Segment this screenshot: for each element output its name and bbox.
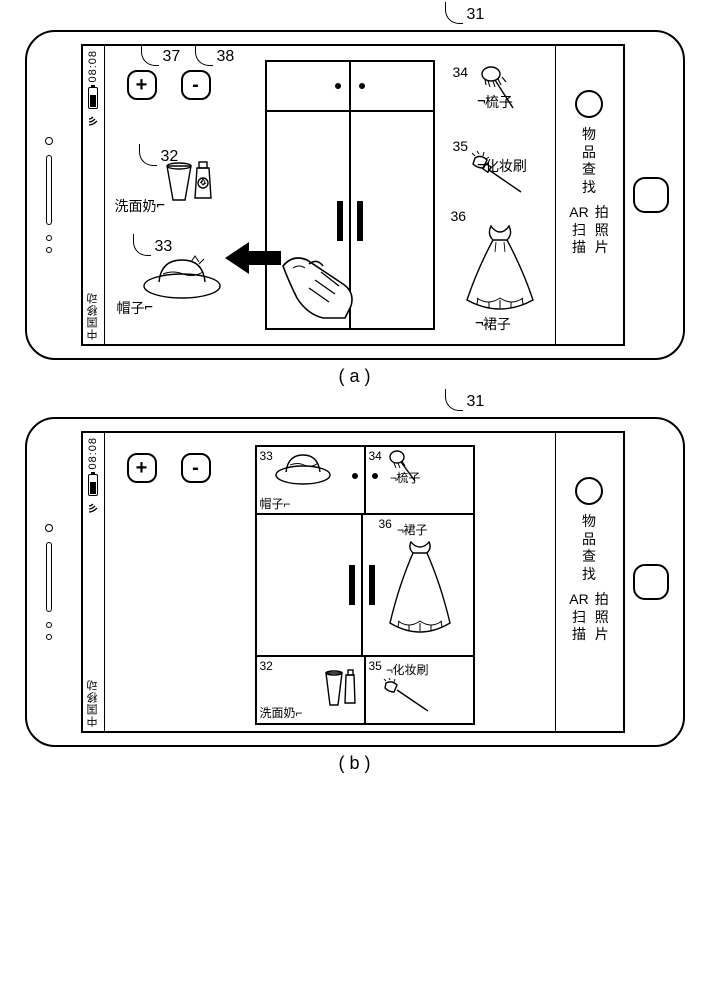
camera-ring-icon-a[interactable] bbox=[575, 90, 603, 118]
dress-label-a: ⌐裙子 bbox=[475, 314, 511, 334]
brush-label-a: ⌐化妆刷 bbox=[477, 156, 527, 176]
sidebar-ar-scan-b[interactable]: AR 扫 描 bbox=[569, 591, 588, 644]
ref-35-b: 35 bbox=[369, 659, 382, 673]
ref-32-b: 32 bbox=[260, 659, 273, 673]
wardrobe-b[interactable]: 33 帽子⌐ bbox=[255, 445, 475, 725]
sidebar-item-search-a[interactable]: 物 品 查 找 bbox=[582, 126, 596, 196]
zoom-out-button-a[interactable]: - bbox=[181, 70, 211, 100]
status-carrier-b: 中国移动 bbox=[85, 679, 101, 727]
camera-ring-icon-b[interactable] bbox=[575, 477, 603, 505]
phone-earpiece-b bbox=[45, 524, 53, 640]
brush-label-b: ⌐化妆刷 bbox=[386, 661, 429, 678]
ref-38: 38 bbox=[217, 48, 235, 66]
minus-icon-b: - bbox=[192, 458, 199, 478]
ref-31-b: 31 bbox=[467, 393, 485, 411]
zoom-in-button-b[interactable]: + bbox=[127, 453, 157, 483]
sidebar-take-photo-b[interactable]: 拍 照 片 bbox=[595, 591, 609, 644]
hat-icon-b bbox=[274, 449, 332, 487]
comb-label-b: ⌐梳子 bbox=[390, 469, 421, 486]
face-cleanser-icon bbox=[161, 156, 217, 204]
screen-b: 08:08 中国移动 + - bbox=[81, 431, 625, 733]
sidebar-item-search-b[interactable]: 物 品 查 找 bbox=[582, 513, 596, 583]
ref-36-b: 36 bbox=[379, 517, 392, 531]
ref-31-a: 31 bbox=[467, 6, 485, 24]
phone-shell-a: 08:08 中国移动 37 38 + bbox=[25, 30, 685, 360]
ref-37: 37 bbox=[163, 48, 181, 66]
wardrobe-knob2 bbox=[372, 473, 378, 479]
screen-a: 08:08 中国移动 37 38 + bbox=[81, 44, 625, 346]
dress-icon-b bbox=[381, 537, 459, 647]
hat-label-a: 帽子⌐ bbox=[117, 298, 153, 318]
status-bar-b: 08:08 中国移动 bbox=[83, 433, 105, 731]
dress-label-b: ⌐裙子 bbox=[397, 521, 428, 538]
ref-33-b: 33 bbox=[260, 449, 273, 463]
signal-icon bbox=[87, 113, 99, 127]
phone-home-button-b bbox=[633, 564, 669, 600]
dress-item-a[interactable] bbox=[457, 220, 543, 319]
dress-icon bbox=[457, 220, 543, 316]
status-bar-a: 08:08 中国移动 bbox=[83, 46, 105, 344]
status-time-b: 08:08 bbox=[87, 437, 99, 470]
panel-a: 31 08:08 中国移动 bbox=[25, 30, 685, 360]
hat-label-b: 帽子⌐ bbox=[260, 495, 291, 512]
sidebar-a: 物 品 查 找 AR 扫 描 拍 照 片 bbox=[555, 46, 623, 344]
face-cleanser-label-a: 洗面奶⌐ bbox=[115, 196, 165, 216]
panel-b: 31 08:08 中国移动 + bbox=[25, 417, 685, 747]
battery-icon-b bbox=[88, 474, 98, 496]
status-time-a: 08:08 bbox=[87, 50, 99, 83]
phone-home-button-a bbox=[633, 177, 669, 213]
signal-icon-b bbox=[87, 500, 99, 514]
phone-shell-b: 08:08 中国移动 + - bbox=[25, 417, 685, 747]
brush-icon-b bbox=[380, 677, 436, 717]
phone-earpiece-a bbox=[45, 137, 53, 253]
sidebar-ar-scan-a[interactable]: AR 扫 描 bbox=[569, 204, 588, 257]
face-cleanser-label-b: 洗面奶⌐ bbox=[260, 704, 303, 721]
callout-37: 37 bbox=[141, 44, 181, 66]
hat-icon bbox=[141, 252, 223, 302]
status-carrier-a: 中国移动 bbox=[85, 292, 101, 340]
minus-icon: - bbox=[192, 75, 199, 95]
face-cleanser-icon-b bbox=[322, 667, 358, 709]
plus-icon: + bbox=[136, 75, 148, 95]
ref-34-a: 34 bbox=[453, 64, 469, 80]
battery-icon bbox=[88, 87, 98, 109]
swipe-gesture-icon bbox=[223, 234, 363, 327]
sidebar-take-photo-a[interactable]: 拍 照 片 bbox=[595, 204, 609, 257]
callout-31-a: 31 bbox=[445, 2, 485, 24]
sublabel-b: ( b ) bbox=[0, 753, 709, 774]
sidebar-b: 物 品 查 找 AR 扫 描 拍 照 片 bbox=[555, 433, 623, 731]
wardrobe-knob bbox=[352, 473, 358, 479]
ref-34-b: 34 bbox=[369, 449, 382, 487]
zoom-in-button-a[interactable]: + bbox=[127, 70, 157, 100]
zoom-out-button-b[interactable]: - bbox=[181, 453, 211, 483]
face-cleanser-item-a[interactable] bbox=[161, 156, 217, 204]
comb-label-a: ⌐梳子 bbox=[477, 92, 513, 112]
plus-icon-b: + bbox=[136, 458, 148, 478]
callout-31-b: 31 bbox=[445, 389, 485, 411]
callout-38: 38 bbox=[195, 44, 235, 66]
sublabel-a: ( a ) bbox=[0, 366, 709, 387]
